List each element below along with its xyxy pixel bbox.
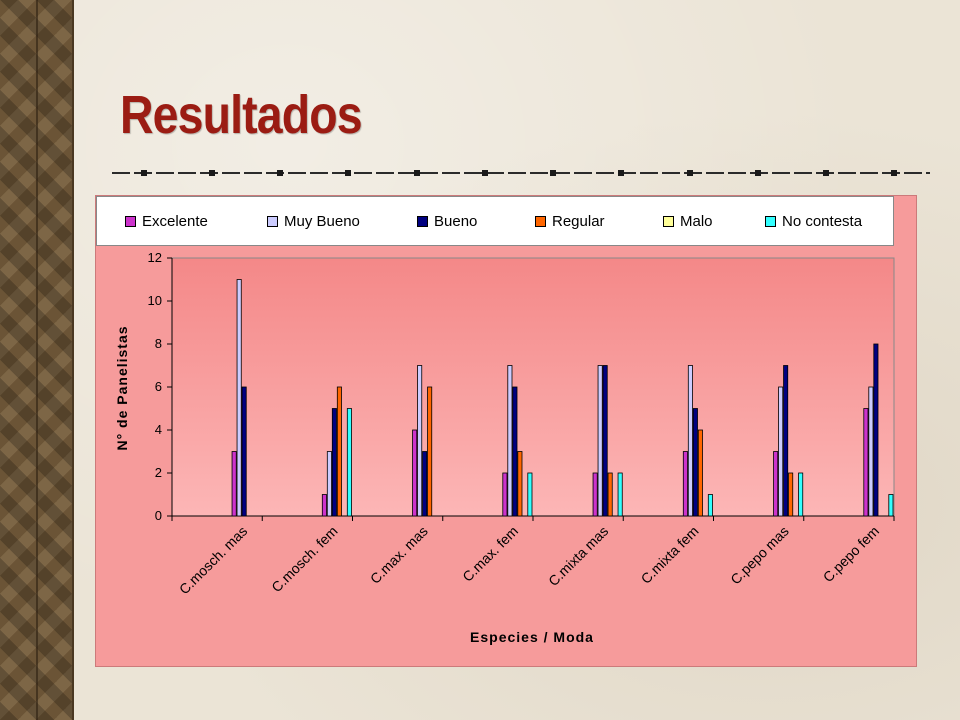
divider-dot bbox=[277, 170, 283, 176]
decorative-divider bbox=[112, 170, 930, 176]
divider-dot bbox=[618, 170, 624, 176]
x-axis: C.mosch. mas C.mosch. fem C.max. mas C.max.… bbox=[171, 515, 895, 598]
y-axis: 0 2 4 6 8 10 12 bbox=[148, 250, 173, 523]
bar bbox=[602, 365, 608, 517]
divider-dot bbox=[687, 170, 693, 176]
bar bbox=[597, 365, 603, 517]
y-tick-label: 8 bbox=[155, 336, 162, 351]
divider-dot bbox=[891, 170, 897, 176]
y-tick-label: 12 bbox=[148, 250, 162, 265]
bar bbox=[607, 472, 613, 517]
legend-label: Bueno bbox=[434, 213, 478, 230]
bar bbox=[773, 451, 779, 517]
bar bbox=[798, 472, 804, 517]
legend-item: Excelente bbox=[125, 213, 208, 230]
bar bbox=[682, 451, 688, 517]
bar bbox=[241, 386, 247, 517]
bar bbox=[502, 472, 508, 517]
bar bbox=[592, 472, 598, 517]
legend-swatch bbox=[267, 216, 278, 227]
legend-item: Muy Bueno bbox=[267, 213, 360, 230]
bar bbox=[863, 408, 869, 517]
bar bbox=[427, 386, 433, 517]
bar bbox=[692, 408, 698, 517]
bar bbox=[617, 472, 623, 517]
chart-legend: Excelente Muy Bueno Bueno Regular Malo No con… bbox=[96, 196, 894, 246]
slide-title: Resultados bbox=[120, 85, 363, 145]
bar bbox=[346, 408, 352, 517]
category-label: C.mixta mas bbox=[545, 523, 611, 589]
legend-label: Malo bbox=[680, 213, 713, 230]
category-label: C.mixta fem bbox=[637, 523, 701, 587]
decorative-side-strip bbox=[0, 0, 74, 720]
category-label: C.max. mas bbox=[367, 523, 431, 587]
legend-item: Bueno bbox=[417, 213, 477, 230]
legend-label: Excelente bbox=[142, 213, 208, 230]
bar bbox=[778, 386, 784, 517]
bar bbox=[697, 429, 703, 517]
y-tick-label: 0 bbox=[155, 508, 162, 523]
bar bbox=[236, 279, 242, 517]
divider-dot bbox=[550, 170, 556, 176]
y-tick-label: 6 bbox=[155, 379, 162, 394]
divider-dot bbox=[414, 170, 420, 176]
category-label: C.pepo mas bbox=[727, 523, 792, 588]
legend-label: Regular bbox=[552, 213, 605, 230]
bar bbox=[507, 365, 513, 517]
divider-dot bbox=[823, 170, 829, 176]
legend-swatch bbox=[663, 216, 674, 227]
bar bbox=[321, 494, 327, 517]
category-label: C.mosch. fem bbox=[268, 523, 340, 595]
strip-seam bbox=[36, 0, 38, 720]
legend-swatch bbox=[765, 216, 776, 227]
bar bbox=[326, 451, 332, 517]
category-label: C.mosch. mas bbox=[176, 523, 251, 598]
y-tick-label: 10 bbox=[148, 293, 162, 308]
y-tick-label: 2 bbox=[155, 465, 162, 480]
legend-swatch bbox=[125, 216, 136, 227]
bar bbox=[687, 365, 693, 517]
legend-item: Malo bbox=[663, 213, 713, 230]
bar bbox=[412, 429, 418, 517]
divider-dot bbox=[345, 170, 351, 176]
divider-dot bbox=[755, 170, 761, 176]
y-tick-label: 4 bbox=[155, 422, 162, 437]
bar bbox=[422, 451, 428, 517]
bar bbox=[527, 472, 533, 517]
legend-item: Regular bbox=[535, 213, 605, 230]
bar bbox=[512, 386, 518, 517]
bar bbox=[868, 386, 874, 517]
bar bbox=[231, 451, 237, 517]
category-label: C.max. fem bbox=[459, 523, 521, 585]
legend-swatch bbox=[535, 216, 546, 227]
bar bbox=[873, 343, 879, 517]
bar bbox=[517, 451, 523, 517]
x-axis-title: Especies / Moda bbox=[470, 629, 594, 645]
bar bbox=[707, 494, 713, 517]
legend-item: No contesta bbox=[765, 213, 862, 230]
divider-dot bbox=[209, 170, 215, 176]
legend-label: Muy Bueno bbox=[284, 213, 360, 230]
legend-swatch bbox=[417, 216, 428, 227]
divider-dot bbox=[141, 170, 147, 176]
bar bbox=[417, 365, 423, 517]
category-label: C.pepo fem bbox=[820, 523, 882, 585]
bar bbox=[788, 472, 794, 517]
bar bbox=[783, 365, 789, 517]
divider-dot bbox=[482, 170, 488, 176]
y-axis-title: N° de Panelistas bbox=[114, 325, 130, 450]
legend-label: No contesta bbox=[782, 213, 863, 230]
bar bbox=[336, 386, 342, 517]
bars bbox=[231, 279, 894, 517]
bar bbox=[888, 494, 894, 517]
bar bbox=[331, 408, 337, 517]
